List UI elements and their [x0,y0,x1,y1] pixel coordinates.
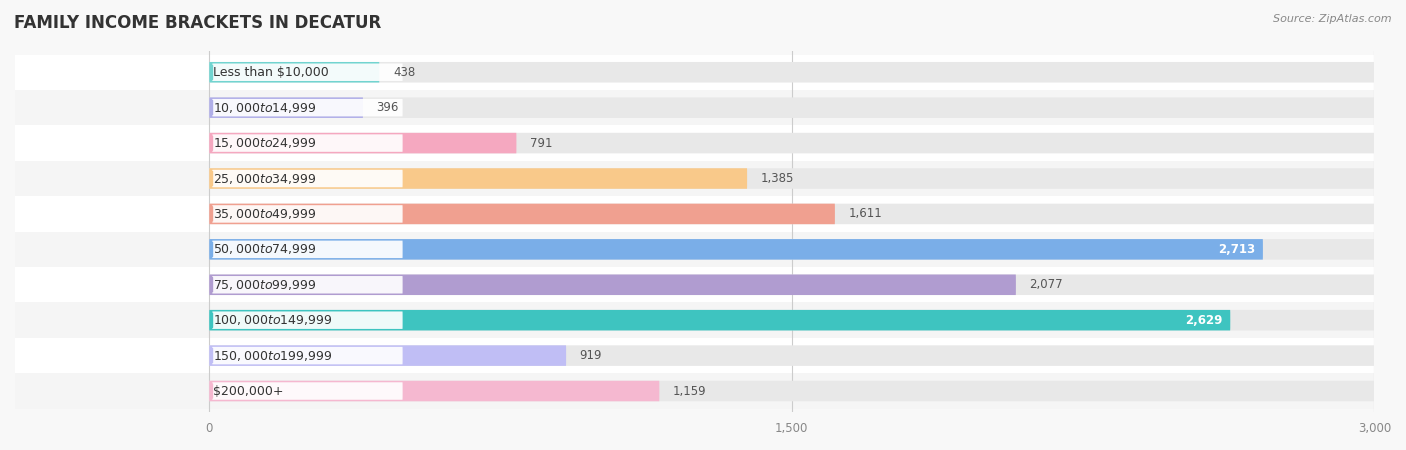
FancyBboxPatch shape [209,133,516,153]
Bar [15,232,1375,267]
Text: 919: 919 [579,349,602,362]
FancyBboxPatch shape [212,311,402,329]
FancyBboxPatch shape [212,276,402,293]
FancyBboxPatch shape [209,97,363,118]
FancyBboxPatch shape [209,310,1375,330]
Text: 1,611: 1,611 [848,207,882,220]
FancyBboxPatch shape [212,347,402,364]
Text: 2,629: 2,629 [1185,314,1222,327]
FancyBboxPatch shape [209,274,1017,295]
FancyBboxPatch shape [209,204,1375,224]
Text: Less than $10,000: Less than $10,000 [212,66,328,79]
FancyBboxPatch shape [209,168,1375,189]
Text: 2,077: 2,077 [1029,278,1063,291]
FancyBboxPatch shape [212,63,402,81]
Text: $10,000 to $14,999: $10,000 to $14,999 [212,101,316,115]
FancyBboxPatch shape [209,168,747,189]
Text: 791: 791 [530,137,553,149]
Text: 438: 438 [392,66,415,79]
Text: $25,000 to $34,999: $25,000 to $34,999 [212,171,316,185]
Bar [15,196,1375,232]
Text: $35,000 to $49,999: $35,000 to $49,999 [212,207,316,221]
Text: $200,000+: $200,000+ [212,385,283,397]
FancyBboxPatch shape [212,382,402,400]
FancyBboxPatch shape [209,62,380,82]
Text: 1,385: 1,385 [761,172,794,185]
FancyBboxPatch shape [209,204,835,224]
FancyBboxPatch shape [212,241,402,258]
Bar [15,126,1375,161]
Text: $15,000 to $24,999: $15,000 to $24,999 [212,136,316,150]
Bar [15,161,1375,196]
FancyBboxPatch shape [212,170,402,187]
FancyBboxPatch shape [209,345,1375,366]
Bar [15,54,1375,90]
Bar [15,90,1375,126]
FancyBboxPatch shape [212,135,402,152]
Text: 396: 396 [377,101,399,114]
Text: $50,000 to $74,999: $50,000 to $74,999 [212,243,316,256]
FancyBboxPatch shape [209,274,1375,295]
FancyBboxPatch shape [209,345,567,366]
Bar [15,338,1375,374]
Text: Source: ZipAtlas.com: Source: ZipAtlas.com [1274,14,1392,23]
FancyBboxPatch shape [209,381,659,401]
Text: $75,000 to $99,999: $75,000 to $99,999 [212,278,316,292]
FancyBboxPatch shape [209,239,1263,260]
Bar [15,267,1375,302]
FancyBboxPatch shape [209,239,1375,260]
FancyBboxPatch shape [209,310,1230,330]
Text: $100,000 to $149,999: $100,000 to $149,999 [212,313,332,327]
Bar [15,374,1375,409]
FancyBboxPatch shape [209,62,1375,82]
Text: FAMILY INCOME BRACKETS IN DECATUR: FAMILY INCOME BRACKETS IN DECATUR [14,14,381,32]
FancyBboxPatch shape [212,99,402,117]
Text: 2,713: 2,713 [1218,243,1256,256]
FancyBboxPatch shape [212,205,402,223]
FancyBboxPatch shape [209,97,1375,118]
Bar [15,302,1375,338]
Text: $150,000 to $199,999: $150,000 to $199,999 [212,349,332,363]
FancyBboxPatch shape [209,381,1375,401]
FancyBboxPatch shape [209,133,1375,153]
Text: 1,159: 1,159 [673,385,707,397]
